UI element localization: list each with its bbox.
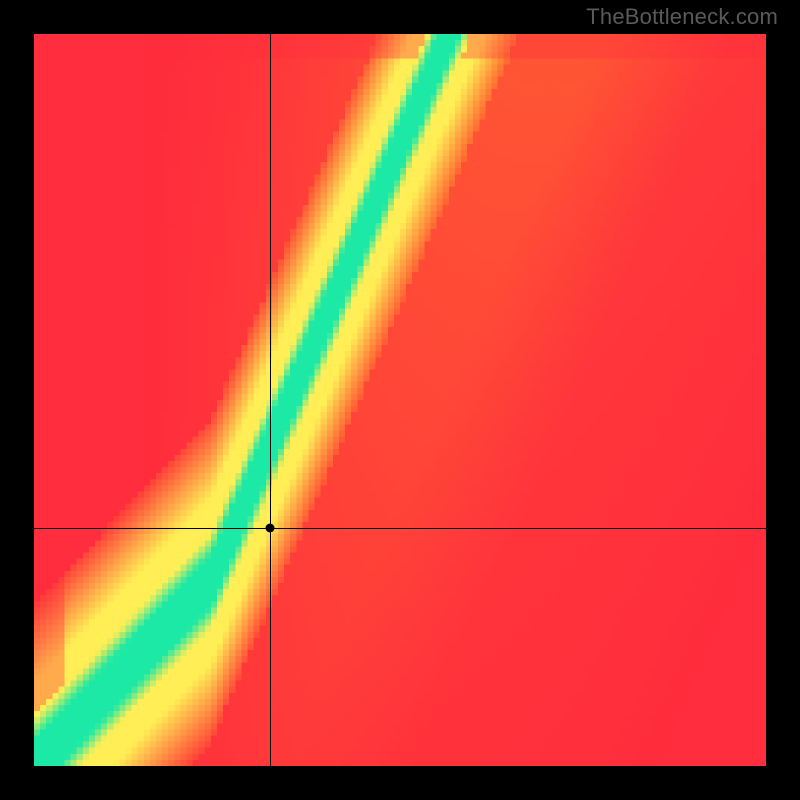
attribution-label: TheBottleneck.com bbox=[586, 4, 778, 30]
chart-container: TheBottleneck.com bbox=[0, 0, 800, 800]
bottleneck-heatmap bbox=[34, 34, 766, 766]
